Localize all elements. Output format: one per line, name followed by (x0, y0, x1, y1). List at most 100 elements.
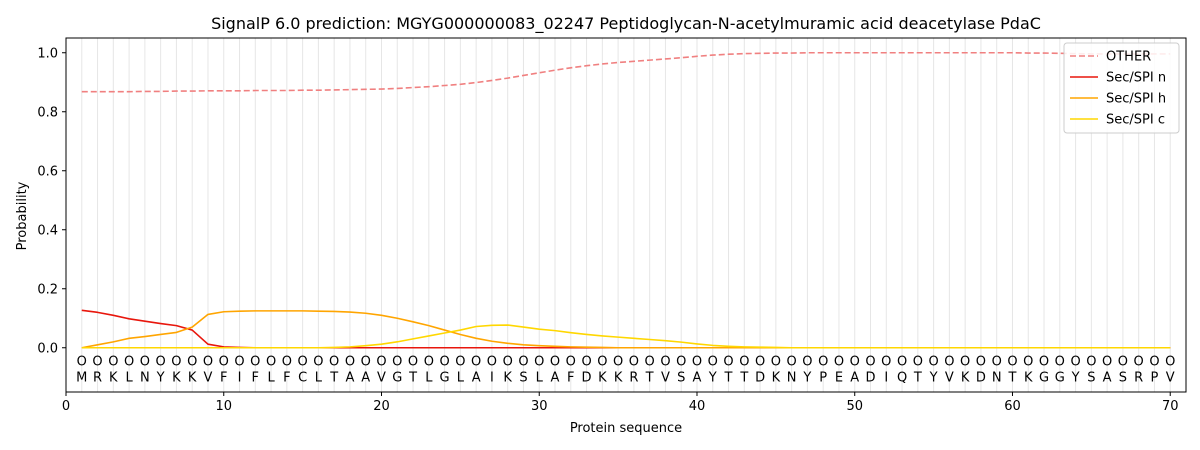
sequence-letter: Y (708, 370, 717, 385)
region-marker: O (187, 355, 197, 370)
series-line-other (81, 51, 1171, 93)
sequence-letter: I (490, 370, 494, 385)
legend-box (1063, 42, 1180, 134)
region-marker: O (1007, 355, 1017, 370)
region-marker: O (1039, 355, 1049, 370)
sequence-letter: S (1087, 370, 1095, 385)
region-marker: O (487, 355, 497, 370)
sequence-letter: I (884, 370, 888, 385)
sequence-letter: V (377, 370, 386, 385)
sequence-letter: S (677, 370, 685, 385)
region-marker: O (203, 355, 213, 370)
region-marker: O (219, 355, 229, 370)
region-marker: O (503, 355, 513, 370)
sequence-letter: E (835, 370, 843, 385)
region-marker: O (850, 355, 860, 370)
region-marker: O (834, 355, 844, 370)
region-marker: O (865, 355, 875, 370)
region-marker: O (566, 355, 576, 370)
region-marker: O (976, 355, 986, 370)
sequence-letter: L (425, 370, 433, 385)
sequence-letter: A (850, 370, 859, 385)
sequence-letter: L (315, 370, 323, 385)
sequence-letter: S (1119, 370, 1127, 385)
sequence-letter: L (125, 370, 133, 385)
plot-frame (65, 37, 1187, 393)
region-marker: O (1118, 355, 1128, 370)
region-marker: O (282, 355, 292, 370)
x-tick-label: 20 (373, 399, 390, 414)
region-marker: O (266, 355, 276, 370)
region-marker: O (723, 355, 733, 370)
series-lines (81, 51, 1171, 349)
sequence-letter: V (204, 370, 213, 385)
region-marker: O (739, 355, 749, 370)
sequence-letter: K (1024, 370, 1033, 385)
sequence-letter: V (945, 370, 954, 385)
region-marker: O (345, 355, 355, 370)
region-marker: O (960, 355, 970, 370)
region-marker: O (77, 355, 87, 370)
sequence-letter: Y (929, 370, 938, 385)
sequence-letter: K (961, 370, 970, 385)
series-line-sec-spi-c (81, 324, 1171, 349)
region-marker: O (613, 355, 623, 370)
region-marker: O (124, 355, 134, 370)
region-marker: O (1086, 355, 1096, 370)
sequence-letter: F (252, 370, 259, 385)
legend-entry: Sec/SPI c (1106, 113, 1165, 128)
x-tick-label: 0 (62, 399, 70, 414)
y-tick-label: 0.2 (37, 282, 58, 297)
region-marker: O (392, 355, 402, 370)
region-marker: O (913, 355, 923, 370)
sequence-letter: T (1008, 370, 1017, 385)
y-tick-label: 1.0 (37, 46, 58, 61)
region-marker: O (250, 355, 260, 370)
region-marker: O (645, 355, 655, 370)
region-marker: O (708, 355, 718, 370)
region-marker: O (676, 355, 686, 370)
sequence-letter: V (661, 370, 670, 385)
sequence-letter: Y (156, 370, 165, 385)
region-marker: O (897, 355, 907, 370)
region-marker: O (771, 355, 781, 370)
sequence-letter: R (1134, 370, 1143, 385)
region-marker: O (518, 355, 528, 370)
sequence-letter: K (109, 370, 118, 385)
region-marker: O (140, 355, 150, 370)
region-marker: O (439, 355, 449, 370)
region-marker: O (992, 355, 1002, 370)
sequence-letter: T (645, 370, 654, 385)
x-tick-label: 50 (846, 399, 863, 414)
sequence-letter: G (1055, 370, 1065, 385)
sequence-letter: K (614, 370, 623, 385)
sequence-letter: T (724, 370, 733, 385)
region-marker: O (534, 355, 544, 370)
region-marker: O (787, 355, 797, 370)
sequence-letter: T (913, 370, 922, 385)
region-marker: O (471, 355, 481, 370)
sequence-letter: P (819, 370, 827, 385)
sequence-letter: M (76, 370, 87, 385)
sequence-letter: Y (802, 370, 811, 385)
region-marker: O (597, 355, 607, 370)
region-marker: O (424, 355, 434, 370)
sequence-letter: K (598, 370, 607, 385)
x-tick-label: 30 (531, 399, 548, 414)
region-marker: O (298, 355, 308, 370)
sequence-letter: D (582, 370, 592, 385)
sequence-letter: A (361, 370, 370, 385)
region-marker: O (629, 355, 639, 370)
sequence-letter: I (238, 370, 242, 385)
sequence-letter: K (172, 370, 181, 385)
sequence-letter: L (267, 370, 275, 385)
sequence-letter: A (1103, 370, 1112, 385)
sequence-letter: G (392, 370, 402, 385)
region-marker: O (313, 355, 323, 370)
sequence-letter: P (1151, 370, 1159, 385)
region-marker: O (755, 355, 765, 370)
sequence-letter: F (220, 370, 227, 385)
